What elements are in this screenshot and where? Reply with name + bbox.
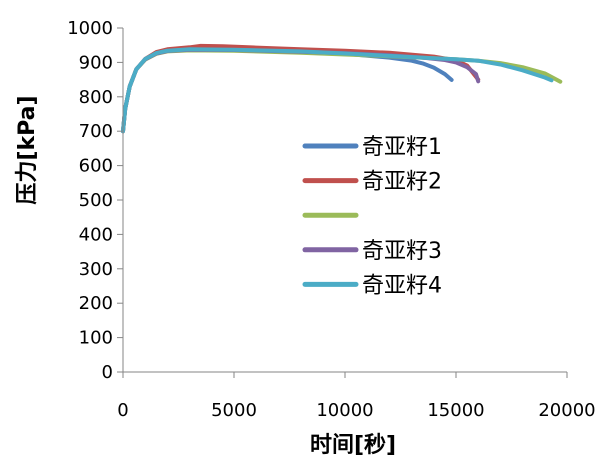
x-tick-label: 5000 (211, 400, 257, 421)
x-tick-labels: 0 5000 10000 15000 20000 (117, 372, 596, 421)
x-tick-label: 0 (117, 400, 128, 421)
x-tick-label: 10000 (316, 400, 373, 421)
legend: 奇亚籽1 奇亚籽2 奇亚籽3 奇亚籽4 (302, 135, 442, 298)
x-axis-title: 时间[秒] (310, 433, 396, 458)
y-axis-title: 压力[kPa] (15, 95, 40, 204)
y-tick-label: 500 (79, 190, 113, 211)
series-line-4 (121, 47, 481, 134)
y-tick-label: 400 (79, 224, 113, 245)
legend-label-4: 奇亚籽3 (362, 239, 442, 264)
legend-label-1: 奇亚籽1 (362, 135, 442, 160)
x-tick-label: 20000 (538, 400, 595, 421)
series-layer (121, 43, 563, 134)
y-tick-labels: 0 100 200 300 400 500 600 700 800 900 1000 (67, 18, 123, 383)
y-tick-label: 700 (79, 121, 113, 142)
y-tick-label: 800 (79, 87, 113, 108)
y-tick-label: 200 (79, 293, 113, 314)
x-tick-label: 15000 (427, 400, 484, 421)
y-tick-label: 100 (79, 328, 113, 349)
legend-label-5: 奇亚籽4 (362, 273, 442, 298)
axes-layer (122, 28, 567, 373)
y-tick-label: 0 (102, 362, 113, 383)
y-tick-label: 600 (79, 156, 113, 177)
series-line-1 (121, 46, 454, 134)
y-tick-label: 1000 (67, 18, 113, 39)
y-tick-label: 900 (79, 52, 113, 73)
y-tick-label: 300 (79, 259, 113, 280)
series-line-5 (121, 47, 554, 134)
legend-label-2: 奇亚籽2 (362, 170, 442, 195)
